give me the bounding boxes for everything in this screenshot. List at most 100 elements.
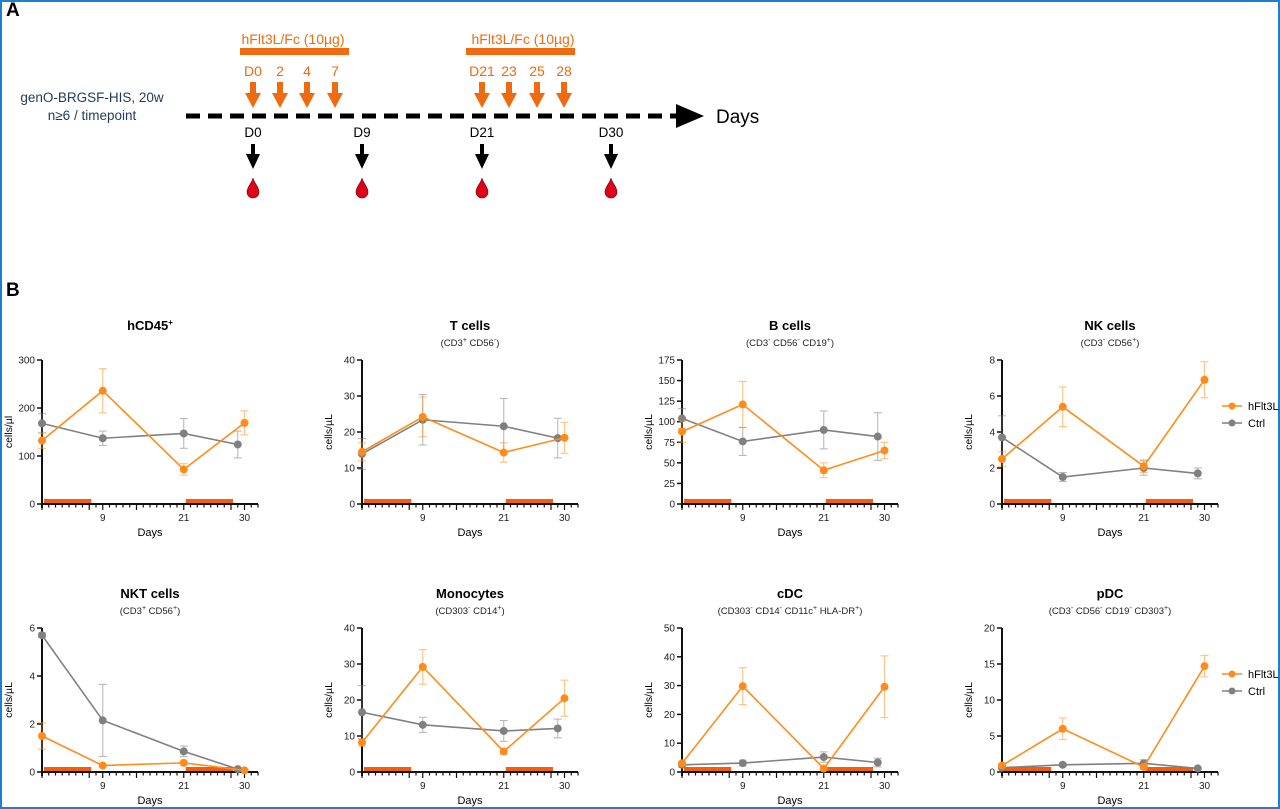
treatment-window-bar <box>1145 499 1193 504</box>
y-tick-label: 20 <box>984 624 996 635</box>
dose-arrow-icon <box>327 93 343 108</box>
x-axis-label: Days <box>777 527 803 539</box>
x-tick-label: 30 <box>559 781 571 792</box>
chart-title-text: B cells <box>769 318 811 333</box>
y-tick-label: 20 <box>344 428 356 439</box>
chart-title: cDC <box>777 586 804 601</box>
data-point-hflt3l <box>358 447 366 456</box>
data-point-hflt3l <box>1139 462 1148 471</box>
chart-title: Monocytes <box>436 586 504 601</box>
y-tick-label: 2 <box>29 720 35 731</box>
bleed-arrow-shaft <box>480 144 484 155</box>
legend-marker <box>1228 402 1236 410</box>
data-point-hflt3l <box>560 694 569 703</box>
data-point-hflt3l <box>98 386 107 395</box>
treatment-bar-1 <box>240 48 349 55</box>
subtitle-text: CD19 <box>1103 606 1130 617</box>
data-point-hflt3l <box>240 766 249 775</box>
dose-arrow-icon <box>245 93 261 108</box>
y-tick-label: 300 <box>18 356 35 367</box>
y-tick-label: 0 <box>989 500 995 511</box>
data-point-ctrl <box>738 437 747 446</box>
data-point-ctrl <box>499 726 508 735</box>
dose-arrow-icon <box>299 93 315 108</box>
x-tick-label: 9 <box>1060 513 1066 524</box>
y-axis-label: cells/µL <box>3 682 15 718</box>
chart-title-text: T cells <box>450 318 490 333</box>
x-tick-label: 9 <box>420 781 426 792</box>
experiment-timeline: genO-BRGSF-HIS, 20w n≥6 / timepoint Days… <box>20 31 759 199</box>
data-point-hflt3l <box>418 412 427 421</box>
treatment-window-bar <box>505 767 553 772</box>
series-line-ctrl <box>1001 762 1198 770</box>
y-tick-label: 0 <box>29 500 35 511</box>
data-point-hflt3l <box>738 682 747 691</box>
data-point-ctrl <box>1193 469 1202 478</box>
model-line-2: n≥6 / timepoint <box>48 108 137 123</box>
legend-label: Ctrl <box>1248 686 1265 698</box>
x-tick-label: 30 <box>239 513 251 524</box>
data-point-hflt3l <box>179 465 188 474</box>
subtitle-text: ) <box>831 338 834 349</box>
chart-t-cells: T cells (CD3+ CD56-) 0 10 20 30 40 cells/µL 9 21 3… <box>323 318 579 539</box>
subtitle-sup: - <box>1129 605 1132 612</box>
subtitle-text: (CD303 <box>718 606 751 617</box>
bleed-arrow-icon <box>355 154 369 169</box>
data-point-hflt3l <box>240 418 249 427</box>
data-point-hflt3l <box>38 732 46 740</box>
data-point-ctrl <box>553 724 562 733</box>
y-tick-label: 125 <box>658 397 675 408</box>
subtitle-text: CD56 <box>771 338 798 349</box>
subtitle-sup: - <box>797 337 800 344</box>
treatment-window-bar <box>44 499 92 504</box>
series-line-hflt3l <box>41 389 245 471</box>
series-line-ctrl <box>41 634 238 770</box>
x-tick-label: 9 <box>420 513 426 524</box>
legend-entry-ctrl: Ctrl <box>1222 418 1265 430</box>
subtitle-text: CD14 <box>753 606 780 617</box>
treatment-window-bar <box>44 767 92 772</box>
chart-subtitle: (CD3- CD56+) <box>1081 337 1140 349</box>
x-axis-label: Days <box>777 795 803 807</box>
chart-b-cells: B cells(CD3- CD56- CD19+)025507510012515… <box>643 318 899 539</box>
subtitle-text: CD56 <box>467 338 494 349</box>
subtitle-sup: - <box>1103 337 1106 344</box>
dose-arrow-shaft <box>506 82 512 94</box>
series-line-ctrl <box>361 711 558 732</box>
data-point-ctrl <box>179 747 188 756</box>
chart-title: pDC <box>1097 586 1124 601</box>
x-axis-label: Days <box>137 527 163 539</box>
subtitle-sup: - <box>468 605 471 612</box>
legend-label: hFlt3L <box>1248 669 1279 681</box>
subtitle-text: ) <box>1168 606 1171 617</box>
x-tick-label: 30 <box>559 513 571 524</box>
bleed-arrow-icon <box>246 154 260 169</box>
chart-title-text: hCD45 <box>127 318 168 333</box>
chart-title-text: NKT cells <box>120 586 179 601</box>
dose-day-label: 23 <box>501 63 517 79</box>
legend-label: hFlt3L <box>1248 401 1279 413</box>
subtitle-sup: + <box>1132 337 1136 344</box>
legend-entry-hflt3l: hFlt3L <box>1222 669 1279 681</box>
series-line-ctrl <box>1001 436 1198 478</box>
subtitle-sup: - <box>494 337 497 344</box>
y-tick-label: 0 <box>669 768 675 779</box>
y-tick-label: 50 <box>664 624 676 635</box>
y-tick-label: 30 <box>664 681 676 692</box>
data-point-ctrl <box>358 708 366 717</box>
legend-label: Ctrl <box>1248 418 1265 430</box>
dose-arrow-icon <box>501 93 517 108</box>
y-tick-label: 6 <box>29 624 35 635</box>
data-point-hflt3l <box>560 433 569 442</box>
subtitle-text: CD56 <box>1105 338 1132 349</box>
x-axis-label: Days <box>457 795 483 807</box>
treatment-bar-2 <box>466 48 575 55</box>
dose-arrow-shaft <box>332 82 338 94</box>
subtitle-text: ) <box>177 606 180 617</box>
legend-entry-hflt3l: hFlt3L <box>1222 401 1279 413</box>
data-point-ctrl <box>179 429 188 438</box>
chart-title-text: Monocytes <box>436 586 504 601</box>
chart-title-text: cDC <box>777 586 804 601</box>
y-tick-label: 175 <box>658 356 675 367</box>
legend-marker <box>1228 419 1236 427</box>
